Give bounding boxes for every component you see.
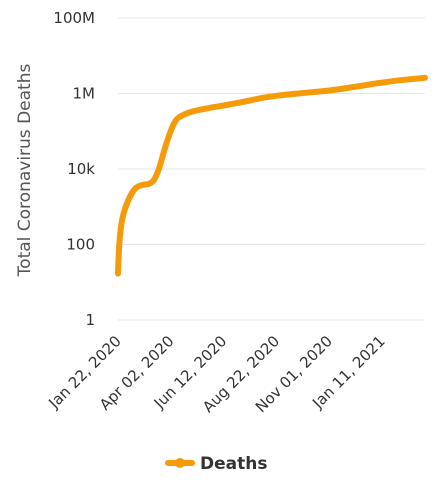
y-tick-label: 100M — [53, 9, 95, 27]
series-layer — [115, 74, 428, 277]
legend-marker-icon — [175, 458, 185, 468]
y-tick-label: 100 — [66, 236, 95, 254]
series-line-deaths[interactable] — [115, 74, 428, 277]
y-axis-title: Total Coronavirus Deaths — [15, 64, 35, 278]
grid-layer — [118, 17, 425, 321]
legend-label: Deaths — [200, 454, 267, 474]
y-tick-label: 1 — [85, 311, 95, 329]
legend[interactable]: Deaths — [165, 454, 267, 474]
y-tick-label: 1M — [73, 85, 96, 103]
y-tick-label: 10k — [67, 160, 95, 178]
y-axis-ticks: 1 100 10k 1M 100M — [53, 9, 95, 329]
